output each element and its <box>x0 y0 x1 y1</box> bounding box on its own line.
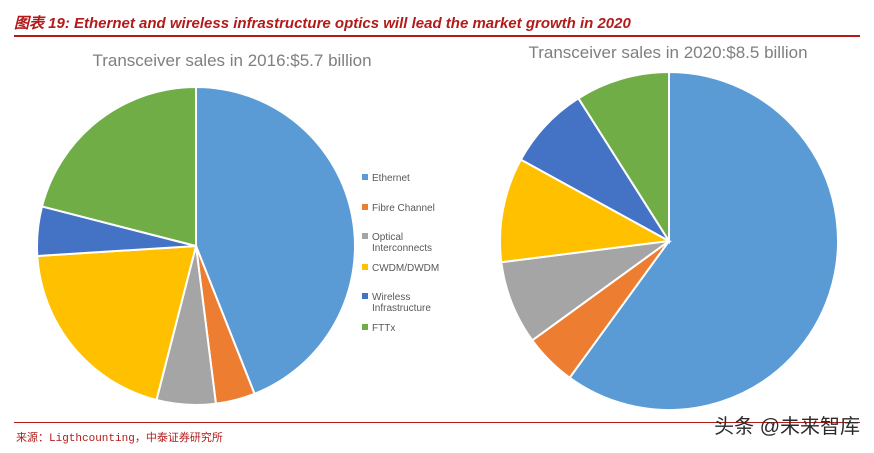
slice-cwdm-dwdm <box>36 244 198 402</box>
chart-title-2020: Transceiver sales in 2020:$8.5 billion <box>528 43 807 62</box>
figure-title: 图表 19: Ethernet and wireless infrastruct… <box>14 15 631 32</box>
slice-ethernet <box>195 85 356 396</box>
legend-swatch-optical-interconnects <box>362 233 368 239</box>
legend-label-ethernet: Ethernet <box>372 173 410 184</box>
footer-rule <box>14 422 860 423</box>
slice-fttx <box>40 85 197 248</box>
legend-label-wireless-infrastructure: Infrastructure <box>372 303 431 314</box>
legend-swatch-wireless-infrastructure <box>362 293 368 299</box>
slice-cwdm-dwdm <box>498 158 673 264</box>
legend-swatch-ethernet <box>362 174 368 180</box>
legend: Ethernet Fibre Channel OpticalInterconnect… <box>362 173 439 334</box>
title-rule <box>14 35 860 37</box>
legend-label-fttx: FTTx <box>372 323 395 334</box>
legend-label-cwdm-dwdm: CWDM/DWDM <box>372 263 439 274</box>
pie-2016 <box>35 85 356 407</box>
legend-label-wireless-infrastructure: Wireless <box>372 292 410 303</box>
legend-label-fibre-channel: Fibre Channel <box>372 203 435 214</box>
source-note: 来源：Ligthcounting，中泰证券研究所 <box>16 433 223 445</box>
slice-fttx <box>577 70 670 245</box>
legend-swatch-cwdm-dwdm <box>362 264 368 270</box>
legend-label-optical-interconnects: Optical <box>372 232 403 243</box>
slice-ethernet <box>568 70 839 411</box>
chart-title-2016: Transceiver sales in 2016:$5.7 billion <box>92 51 371 70</box>
legend-swatch-fibre-channel <box>362 204 368 210</box>
pie-2020 <box>498 70 839 411</box>
legend-label-optical-interconnects: Interconnects <box>372 243 432 254</box>
legend-swatch-fttx <box>362 324 368 330</box>
watermark: 头条 @未来智库 <box>714 416 860 438</box>
